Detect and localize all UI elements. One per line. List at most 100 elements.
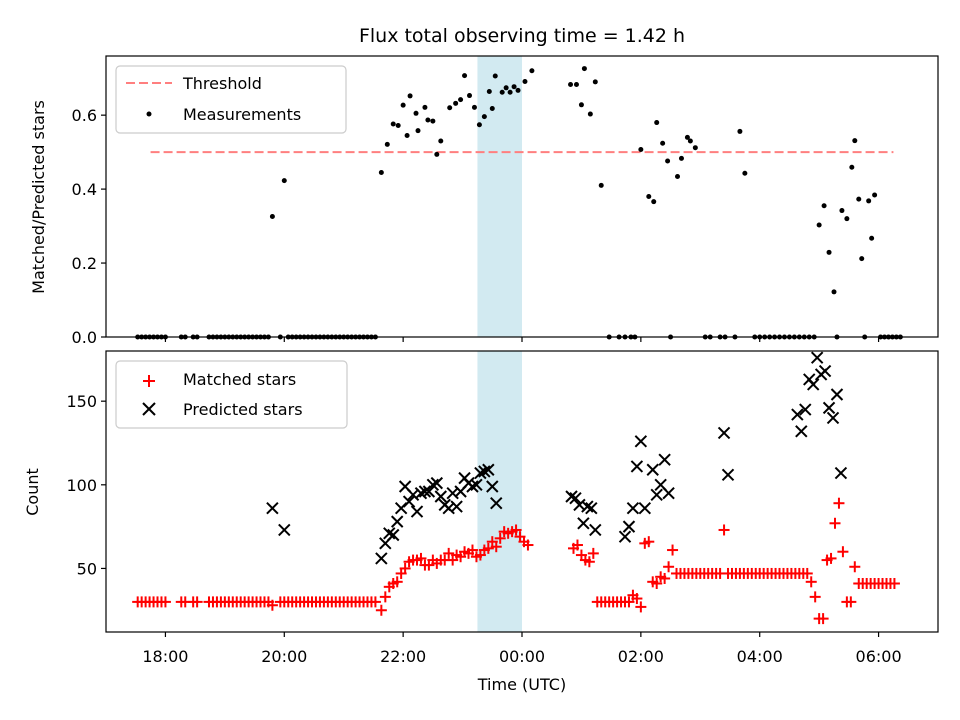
- measurement-point: [869, 235, 875, 241]
- measurement-point: [581, 66, 587, 72]
- matched-point: [631, 593, 643, 605]
- predicted-point: [658, 453, 671, 466]
- predicted-point: [810, 351, 824, 364]
- x-ticks-top: [164, 337, 880, 342]
- predicted-point: [375, 552, 388, 565]
- predicted-point: [577, 517, 590, 530]
- matched-point: [667, 544, 679, 556]
- predicted-point: [634, 435, 648, 448]
- measurement-point: [578, 102, 584, 108]
- measurement-point: [522, 79, 528, 85]
- matched-point: [833, 497, 845, 509]
- measurement-point: [281, 178, 287, 184]
- matched-point: [494, 532, 506, 544]
- measurement-point: [492, 73, 498, 79]
- measurement-point: [486, 88, 492, 94]
- shaded-interval-top: [477, 56, 522, 337]
- measurement-point: [507, 89, 513, 95]
- measurement-point: [849, 164, 855, 170]
- matched-point: [718, 524, 730, 536]
- predicted-point: [474, 466, 487, 480]
- matched-point: [522, 539, 534, 551]
- measurement-point: [438, 138, 444, 144]
- measurement-point: [481, 114, 487, 120]
- measurement-point: [471, 104, 477, 110]
- legend-measurements-label: Measurements: [183, 105, 301, 124]
- matched-point: [490, 541, 502, 553]
- predicted-point: [834, 466, 848, 480]
- matched-point: [369, 596, 381, 608]
- measurement-point: [453, 100, 459, 106]
- matched-point: [266, 599, 278, 611]
- bottom-axes-frame: [105, 350, 939, 633]
- legend-matched-label: Matched stars: [183, 370, 296, 389]
- matched-point: [391, 576, 403, 588]
- predicted-point: [662, 486, 675, 500]
- measurement-point: [503, 85, 509, 91]
- measurement-point: [692, 145, 698, 151]
- measurement-point: [856, 196, 862, 202]
- x-tick-label: 22:00: [380, 647, 426, 666]
- measurement-point: [684, 134, 690, 140]
- predicted-point: [278, 523, 291, 537]
- matched-point: [482, 542, 494, 554]
- predicted-point: [430, 476, 444, 490]
- y-tick-label: 50: [77, 559, 97, 578]
- matched-point: [443, 547, 455, 559]
- x-ticks-bottom: 18:00 20:00 22:00 00:00 02:00 04:00 06:00: [142, 632, 902, 666]
- measurement-point: [821, 203, 827, 209]
- predicted-point: [630, 460, 644, 473]
- measurement-point: [598, 182, 604, 188]
- predicted-point: [795, 425, 808, 438]
- measurement-point: [430, 118, 436, 124]
- predicted-point: [442, 502, 455, 515]
- predicted-point: [638, 502, 652, 515]
- matched-point: [635, 601, 647, 613]
- y-ticks-top: 0.0 0.2 0.4 0.6: [72, 106, 106, 347]
- measurement-point: [447, 105, 453, 111]
- x-tick-label: 18:00: [142, 647, 188, 666]
- predicted-point: [446, 486, 459, 500]
- predicted-point: [414, 486, 428, 500]
- matched-point: [837, 546, 849, 558]
- measurement-point: [654, 120, 660, 126]
- y-tick-label: 0.2: [72, 254, 97, 273]
- matched-point: [817, 613, 829, 625]
- measurement-point: [660, 140, 666, 146]
- predicted-point: [806, 378, 820, 391]
- matched-point: [510, 524, 522, 536]
- measurement-point: [573, 81, 579, 87]
- measurement-point: [839, 208, 845, 214]
- x-tick-label: 00:00: [499, 647, 545, 666]
- matched-point: [809, 591, 821, 603]
- matched-point: [399, 562, 411, 574]
- predicted-point: [390, 515, 404, 528]
- y-tick-label: 100: [66, 476, 97, 495]
- matched-point: [623, 596, 635, 608]
- measurement-point: [675, 174, 681, 180]
- y-axis-label-top: Matched/Predicted stars: [29, 100, 48, 294]
- measurement-point: [269, 213, 275, 219]
- legend-predicted-swatch: [142, 402, 156, 416]
- predicted-point: [482, 463, 495, 476]
- measurement-point: [458, 97, 464, 103]
- chart-title: Flux total observing time = 1.42 h: [359, 25, 685, 47]
- matched-point: [659, 572, 671, 584]
- top-panel: 0.0 0.2 0.4 0.6 Matched/Predicted stars Thr…: [29, 55, 939, 347]
- predicted-point: [450, 500, 463, 513]
- matched-point: [587, 547, 599, 559]
- measurement-point: [866, 198, 872, 204]
- predicted-point: [799, 403, 812, 416]
- bottom-panel: 50 100 150 18:00 20:00 22:00 00:00 02:00 04:00 0…: [23, 350, 939, 666]
- measurement-point: [422, 104, 428, 110]
- x-tick-label: 06:00: [856, 647, 902, 666]
- top-axes-frame: [105, 55, 939, 338]
- measurement-point: [831, 289, 837, 295]
- predicted-point: [569, 491, 582, 505]
- predicted-point: [387, 528, 400, 542]
- matched-point: [651, 577, 663, 589]
- legend-threshold-label: Threshold: [182, 74, 262, 93]
- measurement-point: [844, 216, 850, 222]
- measurement-point: [737, 128, 743, 134]
